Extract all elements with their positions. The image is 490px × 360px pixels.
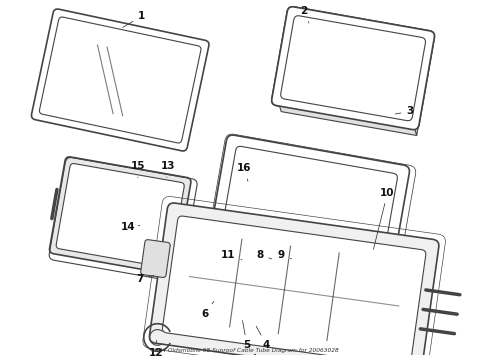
FancyBboxPatch shape	[141, 240, 170, 278]
FancyBboxPatch shape	[39, 17, 201, 143]
Polygon shape	[278, 100, 416, 135]
Text: 15: 15	[131, 162, 145, 177]
FancyBboxPatch shape	[272, 7, 435, 130]
Text: 3: 3	[395, 107, 414, 116]
Text: 13: 13	[161, 162, 175, 177]
FancyBboxPatch shape	[56, 163, 184, 268]
FancyBboxPatch shape	[220, 146, 397, 269]
Polygon shape	[413, 37, 432, 135]
FancyBboxPatch shape	[149, 203, 439, 360]
Text: 9: 9	[278, 250, 292, 260]
FancyBboxPatch shape	[281, 16, 425, 121]
Text: 12: 12	[149, 340, 164, 358]
FancyBboxPatch shape	[272, 7, 435, 130]
Text: 10: 10	[373, 188, 395, 249]
Text: 2: 2	[300, 6, 309, 23]
FancyBboxPatch shape	[31, 9, 209, 151]
Text: 7: 7	[136, 274, 154, 284]
FancyBboxPatch shape	[49, 157, 191, 274]
Text: 4: 4	[256, 326, 270, 350]
FancyBboxPatch shape	[208, 135, 410, 280]
Text: 5: 5	[243, 320, 250, 350]
Text: 14: 14	[121, 222, 140, 233]
Text: 16: 16	[237, 163, 251, 181]
Text: 11: 11	[221, 250, 242, 260]
Text: 1984 Oldsmobile 98 Sunroof Cable Tube Diagram for 20063028: 1984 Oldsmobile 98 Sunroof Cable Tube Di…	[151, 348, 339, 353]
FancyBboxPatch shape	[163, 216, 426, 360]
Text: 6: 6	[201, 301, 214, 319]
Text: 1: 1	[122, 11, 146, 27]
Text: 8: 8	[256, 250, 272, 260]
FancyBboxPatch shape	[281, 16, 425, 121]
